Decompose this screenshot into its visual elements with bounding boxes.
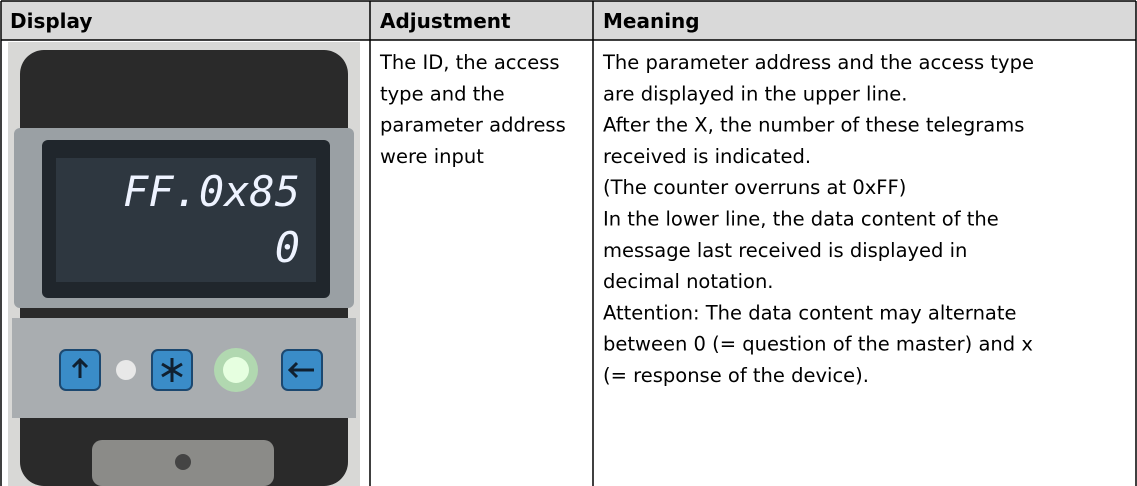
adjustment-line: The ID, the access xyxy=(379,51,560,74)
meaning-line: Attention: The data content may alternat… xyxy=(603,301,1017,324)
adjustment-line: parameter address xyxy=(380,114,566,137)
meaning-line: are displayed in the upper line. xyxy=(603,82,907,105)
adjustment-line: type and the xyxy=(380,82,505,105)
meaning-line: The parameter address and the access typ… xyxy=(602,51,1034,74)
meaning-line: (= response of the device). xyxy=(603,364,869,387)
meaning-line: decimal notation. xyxy=(603,270,774,293)
meaning-line: (The counter overruns at 0xFF) xyxy=(603,176,906,199)
adjustment-line: were input xyxy=(380,145,484,168)
meaning-line: In the lower line, the data content of t… xyxy=(603,208,999,231)
meaning-line: received is indicated. xyxy=(603,145,811,168)
device-photo: FF.0x85 0 xyxy=(8,42,360,486)
header-row xyxy=(1,1,1136,40)
meaning-line: between 0 (= question of the master) and… xyxy=(603,333,1033,356)
column-header: Meaning xyxy=(603,9,700,33)
lcd-upper-line: FF.0x85 xyxy=(123,167,300,216)
meaning-line: message last received is displayed in xyxy=(603,239,967,262)
column-header: Display xyxy=(10,9,92,33)
lcd-lower-line: 0 xyxy=(275,223,300,272)
meaning-line: After the X, the number of these telegra… xyxy=(603,114,1024,137)
column-header: Adjustment xyxy=(380,9,511,33)
